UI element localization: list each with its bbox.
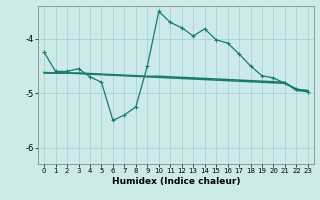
X-axis label: Humidex (Indice chaleur): Humidex (Indice chaleur) [112, 177, 240, 186]
